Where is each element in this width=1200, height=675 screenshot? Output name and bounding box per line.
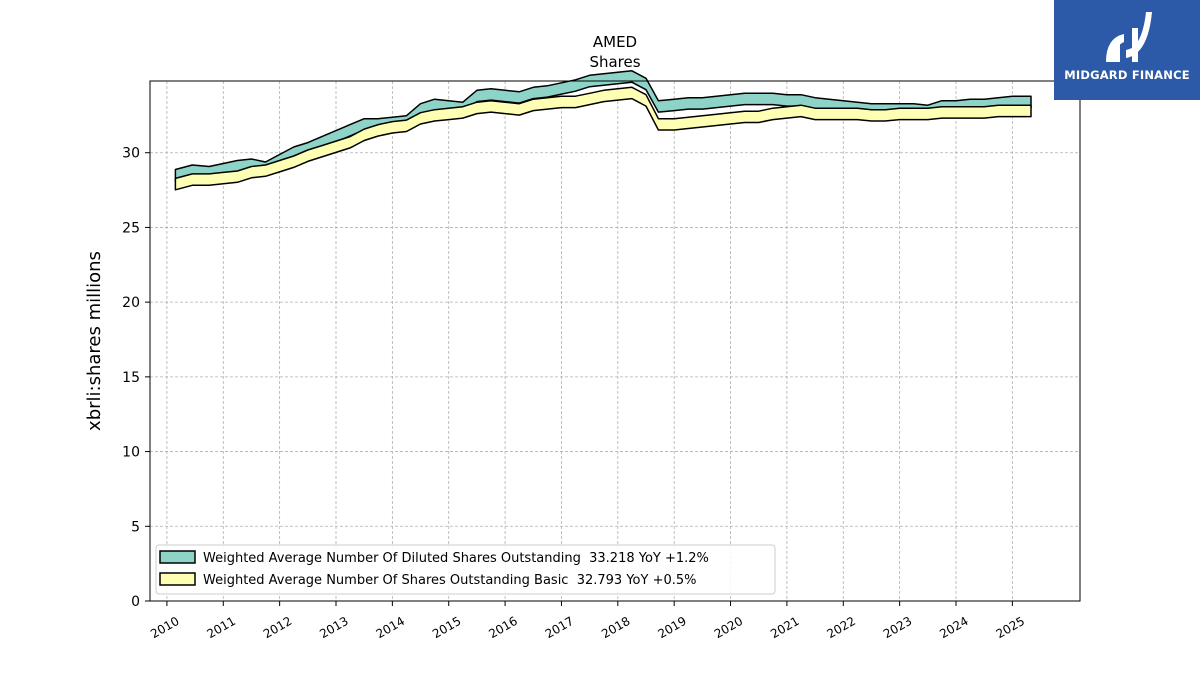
x-tick-label: 2015	[430, 614, 463, 641]
legend-label-basic: Weighted Average Number Of Shares Outsta…	[203, 573, 697, 588]
brand-logo: MIDGARD FINANCE	[1054, 0, 1200, 100]
legend-box	[155, 544, 776, 595]
legend: Weighted Average Number Of Diluted Share…	[155, 544, 776, 595]
x-tick-label: 2025	[994, 614, 1027, 641]
y-tick-label: 15	[122, 370, 140, 386]
logo-mark-icon	[1106, 12, 1152, 62]
y-tick-label: 10	[122, 445, 140, 461]
series-band-diluted	[174, 70, 1032, 182]
y-tick-label: 0	[131, 594, 140, 610]
x-tick-label: 2014	[374, 614, 407, 641]
x-tick-label: 2023	[881, 614, 914, 641]
y-tick-label: 25	[122, 220, 140, 236]
x-tick-label: 2018	[599, 614, 632, 641]
x-tick-label: 2011	[205, 614, 238, 641]
x-tick-label: 2010	[148, 614, 181, 641]
chart-title: AMED	[593, 33, 637, 51]
legend-label-diluted: Weighted Average Number Of Diluted Share…	[203, 551, 709, 566]
x-tick-label: 2013	[317, 614, 350, 641]
y-tick-label: 20	[122, 295, 140, 311]
x-tick-label: 2022	[825, 614, 858, 641]
grid	[150, 81, 1080, 602]
x-tick-label: 2017	[543, 614, 576, 641]
x-tick-label: 2020	[712, 614, 745, 641]
series-band-basic	[174, 86, 1032, 191]
x-tick-label: 2012	[261, 614, 294, 641]
data-areas	[174, 70, 1032, 191]
x-tick-label: 2019	[655, 614, 688, 641]
x-tick-label: 2024	[937, 614, 970, 641]
chart-subtitle: Shares	[589, 53, 640, 71]
x-tick-label: 2021	[768, 614, 801, 641]
plot-frame	[149, 80, 1081, 602]
legend-swatch-diluted	[159, 550, 196, 564]
y-tick-label: 5	[131, 519, 140, 535]
legend-swatch-basic	[159, 572, 196, 586]
y-axis-label: xbrli:shares millions	[84, 251, 105, 431]
x-tick-label: 2016	[486, 614, 519, 641]
brand-name: MIDGARD FINANCE	[1064, 68, 1190, 82]
y-tick-label: 30	[122, 146, 140, 162]
